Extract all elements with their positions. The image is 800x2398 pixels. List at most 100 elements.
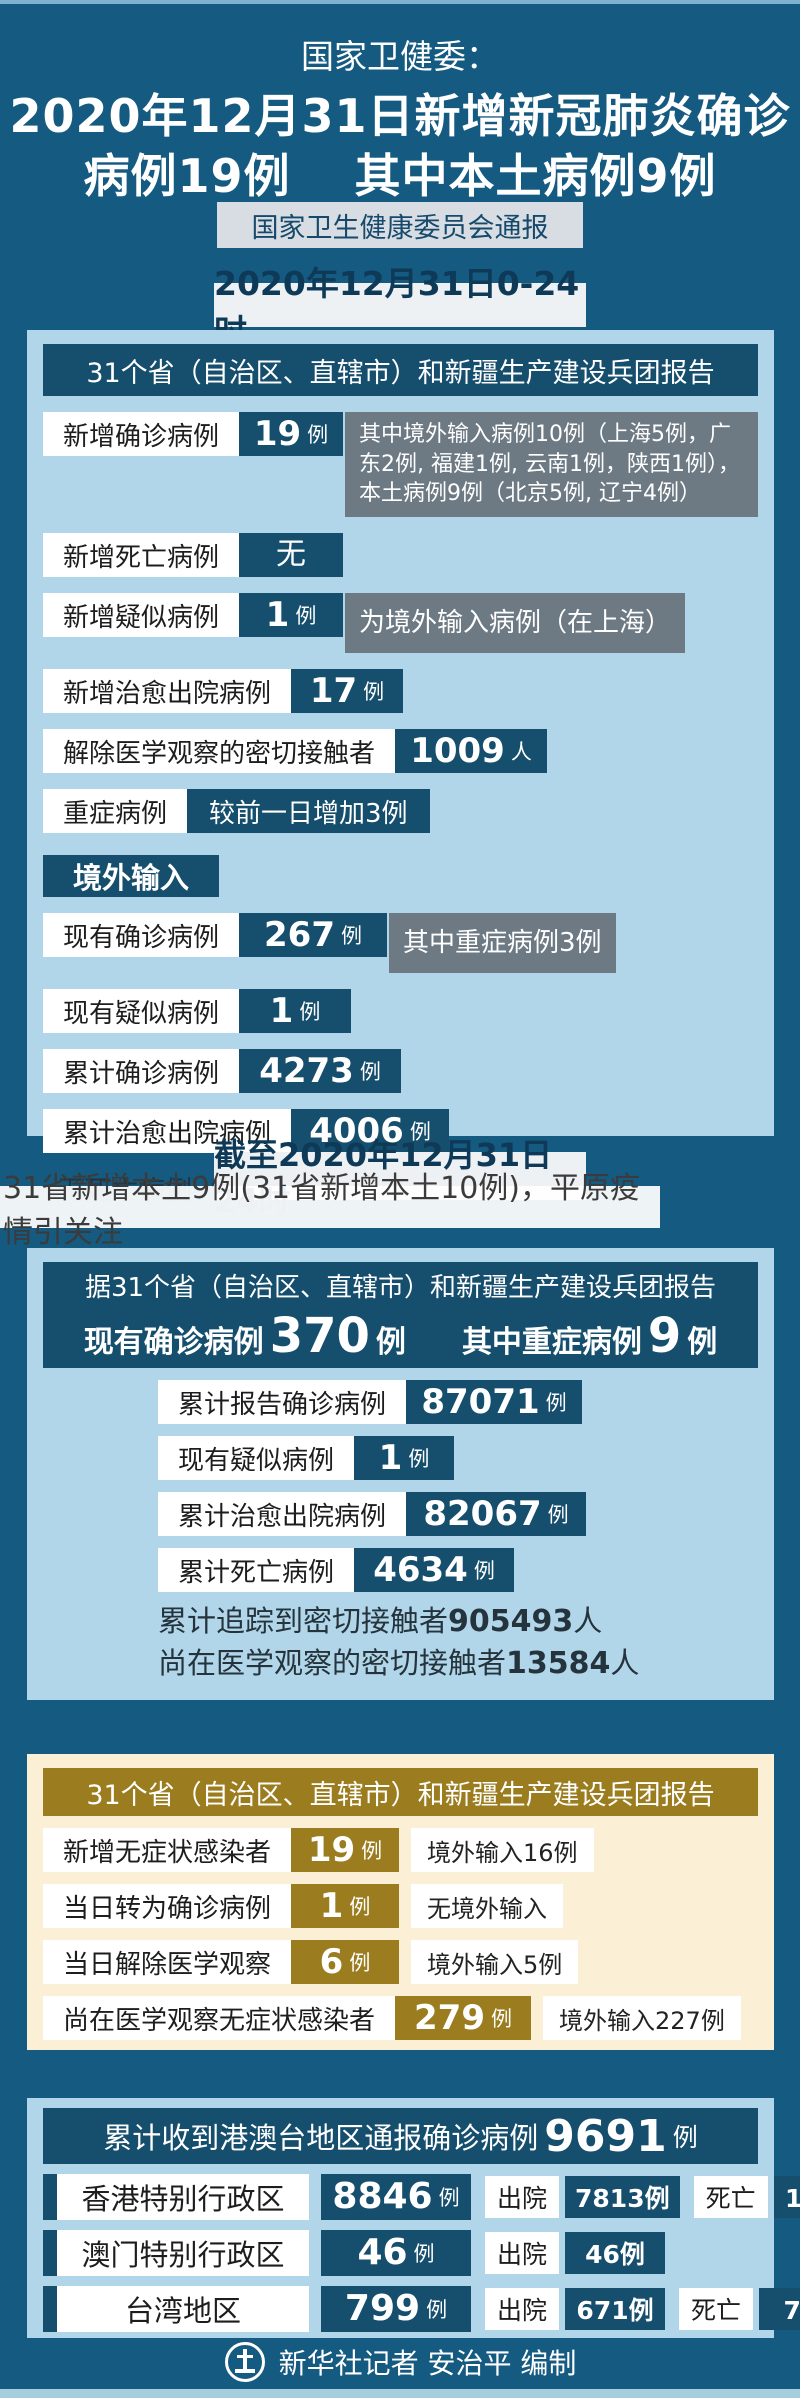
row-released-observation: 解除医学观察的密切接触者 1009 人 bbox=[43, 729, 758, 774]
row-new-confirmed: 新增确诊病例 19 例 其中境外输入病例10例（上海5例，广东2例, 福建1例,… bbox=[43, 412, 758, 518]
row-new-recovered: 新增治愈出院病例 17 例 bbox=[43, 669, 758, 714]
row-value: 1 例 bbox=[291, 1884, 400, 1928]
panel-daily-report: 31个省（自治区、直辖市）和新疆生产建设兵团报告 新增确诊病例 19 例 其中境… bbox=[27, 330, 774, 1207]
row-label: 重症病例 bbox=[43, 789, 188, 834]
row-label: 当日解除医学观察 bbox=[43, 1940, 292, 1984]
row-value: 4273 例 bbox=[239, 1049, 402, 1094]
panel1-header: 31个省（自治区、直辖市）和新疆生产建设兵团报告 bbox=[43, 344, 758, 396]
row-label: 新增确诊病例 bbox=[43, 412, 240, 456]
region-confirmed: 46 例 bbox=[321, 2230, 471, 2276]
panel3-header: 31个省（自治区、直辖市）和新疆生产建设兵团报告 bbox=[43, 1768, 758, 1816]
row-label: 累计确诊病例 bbox=[43, 1049, 240, 1094]
panel2-header-line1: 据31个省（自治区、直辖市）和新疆生产建设兵团报告 bbox=[84, 1272, 717, 1303]
region-label: 台湾地区 bbox=[57, 2286, 309, 2332]
discharged-value: 46例 bbox=[565, 2232, 666, 2274]
death-label: 死亡 bbox=[679, 2288, 754, 2330]
row-value: 82067 例 bbox=[406, 1492, 587, 1536]
row-label: 累计治愈出院病例 bbox=[43, 1109, 292, 1154]
row-tab bbox=[43, 2230, 57, 2276]
row-value: 87071 例 bbox=[406, 1380, 583, 1424]
row-value: 6 例 bbox=[291, 1940, 400, 1984]
row-cumulative-recovered: 累计治愈出院病例 82067 例 bbox=[158, 1492, 758, 1536]
row-label: 新增疑似病例 bbox=[43, 593, 240, 638]
footer-credit-bar: 新华社记者 安治平 编制 bbox=[0, 2334, 800, 2390]
row-new-deaths: 新增死亡病例 无 bbox=[43, 533, 758, 578]
row-label: 累计报告确诊病例 bbox=[158, 1380, 407, 1424]
row-label: 新增无症状感染者 bbox=[43, 1828, 292, 1872]
row-released-medical-observation: 当日解除医学观察 6 例 境外输入5例 bbox=[43, 1940, 758, 1984]
row-imported-cumulative-confirmed: 累计确诊病例 4273 例 bbox=[43, 1049, 758, 1094]
news-caption-overlay: 31省新增本土9例(31省新增本土10例)，平原疫情引关注 bbox=[0, 1171, 660, 1250]
agency-name: 国家卫健委： bbox=[301, 37, 499, 76]
row-label: 现有确诊病例 bbox=[43, 913, 240, 958]
row-value: 1009 人 bbox=[395, 729, 548, 774]
row-note: 境外输入16例 bbox=[411, 1828, 594, 1872]
main-title-line2: 病例19例 其中本土病例9例 bbox=[83, 149, 717, 203]
main-title-line1: 2020年12月31日新增新冠肺炎确诊 bbox=[9, 89, 791, 143]
xinhua-logo-icon bbox=[224, 2341, 266, 2383]
row-new-suspected: 新增疑似病例 1 例 为境外输入病例（在上海） bbox=[43, 593, 758, 654]
discharged-label: 出院 bbox=[485, 2288, 560, 2330]
row-value: 1 例 bbox=[239, 989, 352, 1034]
bottom-strip bbox=[0, 2389, 800, 2398]
discharged-label: 出院 bbox=[485, 2176, 560, 2218]
row-label: 新增死亡病例 bbox=[43, 533, 240, 578]
row-note: 境外输入227例 bbox=[543, 1996, 741, 2040]
row-value: 267 例 bbox=[239, 913, 388, 958]
row-tab bbox=[43, 2286, 57, 2332]
row-value: 279 例 bbox=[395, 1996, 532, 2040]
close-contacts-traced-line: 累计追踪到密切接触者905493人 bbox=[158, 1604, 603, 1639]
row-label: 累计死亡病例 bbox=[158, 1548, 355, 1592]
region-label: 澳门特别行政区 bbox=[57, 2230, 309, 2276]
row-severe-cases: 重症病例 较前一日增加3例 bbox=[43, 789, 758, 834]
row-label: 现有疑似病例 bbox=[158, 1436, 355, 1480]
top-strip bbox=[0, 0, 800, 4]
region-confirmed: 8846 例 bbox=[321, 2174, 471, 2220]
row-note: 其中重症病例3例 bbox=[389, 913, 616, 974]
row-converted-confirmed: 当日转为确诊病例 1 例 无境外输入 bbox=[43, 1884, 758, 1928]
row-note: 境外输入5例 bbox=[411, 1940, 579, 1984]
imported-cases-subheader: 境外输入 bbox=[43, 855, 220, 898]
row-label: 累计治愈出院病例 bbox=[158, 1492, 407, 1536]
panel2-header-line2: 现有确诊病例 370 例 其中重症病例 9 例 bbox=[83, 1307, 718, 1364]
footer-credit-text: 新华社记者 安治平 编制 bbox=[278, 2347, 577, 2380]
row-imported-cumulative-recovered: 累计治愈出院病例 4006 例 bbox=[43, 1109, 758, 1154]
discharged-label: 出院 bbox=[485, 2232, 560, 2274]
row-value: 19 例 bbox=[239, 412, 344, 456]
region-confirmed: 799 例 bbox=[321, 2286, 471, 2332]
row-macao: 澳门特别行政区 46 例 出院 46例 bbox=[43, 2230, 758, 2276]
row-active-suspected: 现有疑似病例 1 例 bbox=[158, 1436, 758, 1480]
death-value: 7 例 bbox=[759, 2288, 800, 2330]
row-hongkong: 香港特别行政区 8846 例 出院 7813例 死亡 148例 bbox=[43, 2174, 800, 2220]
row-value: 4006 例 bbox=[291, 1109, 450, 1154]
row-cumulative-deaths: 累计死亡病例 4634 例 bbox=[158, 1548, 758, 1592]
discharged-value: 7813例 bbox=[565, 2176, 680, 2218]
row-value: 4634 例 bbox=[354, 1548, 515, 1592]
row-label: 现有疑似病例 bbox=[43, 989, 240, 1034]
row-taiwan: 台湾地区 799 例 出院 671例 死亡 7 例 bbox=[43, 2286, 800, 2332]
row-value: 1 例 bbox=[239, 593, 344, 638]
death-value: 148例 bbox=[773, 2176, 800, 2218]
source-chip: 国家卫生健康委员会通报 bbox=[217, 202, 583, 248]
panel2-header: 据31个省（自治区、直辖市）和新疆生产建设兵团报告 现有确诊病例 370 例 其… bbox=[43, 1262, 758, 1368]
row-label: 新增治愈出院病例 bbox=[43, 669, 292, 714]
row-value: 较前一日增加3例 bbox=[187, 789, 430, 834]
row-value: 1 例 bbox=[354, 1436, 455, 1480]
date-range-chip: 2020年12月31日0-24时 bbox=[214, 264, 586, 351]
region-label: 香港特别行政区 bbox=[57, 2174, 309, 2220]
panel-cumulative-report: 据31个省（自治区、直辖市）和新疆生产建设兵团报告 现有确诊病例 370 例 其… bbox=[27, 1248, 774, 1700]
row-value: 19 例 bbox=[291, 1828, 400, 1872]
row-label: 当日转为确诊病例 bbox=[43, 1884, 292, 1928]
panel4-header: 累计收到港澳台地区通报确诊病例 9691 例 bbox=[43, 2108, 758, 2164]
row-imported-suspected: 现有疑似病例 1 例 bbox=[43, 989, 758, 1034]
death-label: 死亡 bbox=[693, 2176, 768, 2218]
row-label: 解除医学观察的密切接触者 bbox=[43, 729, 396, 774]
row-value: 17 例 bbox=[291, 669, 404, 714]
row-value: 无 bbox=[239, 533, 344, 578]
row-note: 其中境外输入病例10例（上海5例，广东2例, 福建1例, 云南1例，陕西1例），… bbox=[345, 412, 758, 518]
discharged-value: 671例 bbox=[565, 2288, 666, 2330]
row-under-observation-asymptomatic: 尚在医学观察无症状感染者 279 例 境外输入227例 bbox=[43, 1996, 758, 2040]
row-note: 无境外输入 bbox=[411, 1884, 564, 1928]
row-note: 为境外输入病例（在上海） bbox=[345, 593, 686, 654]
